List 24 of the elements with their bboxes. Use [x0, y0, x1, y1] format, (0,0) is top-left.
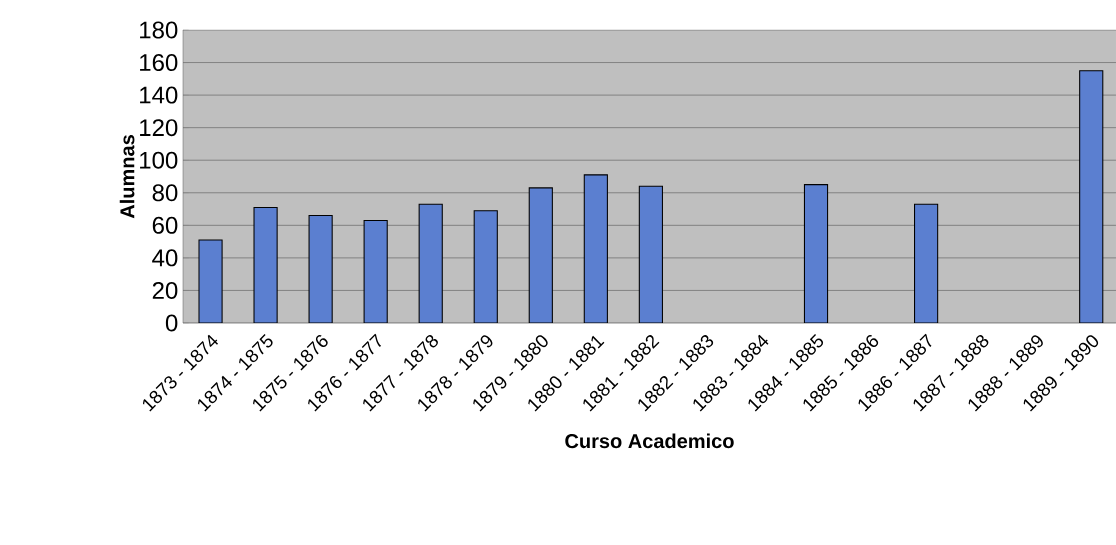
y-axis-title: Alumnas: [119, 135, 135, 219]
bar: [914, 203, 939, 323]
y-tick-label: 140: [140, 86, 178, 104]
bar: [1079, 70, 1104, 323]
bar: [583, 174, 608, 323]
y-tick-label: 160: [140, 54, 178, 72]
y-tick-label: 40: [152, 249, 178, 267]
bar: [363, 219, 388, 323]
bar: [253, 206, 278, 323]
bar: [803, 184, 829, 323]
bar: [418, 203, 443, 323]
y-tick-label: 20: [152, 281, 178, 299]
y-tick-label: 100: [140, 151, 178, 169]
y-tick-label: 60: [152, 216, 178, 234]
y-tick-label: 180: [140, 21, 178, 39]
y-tick-label: 80: [152, 184, 178, 202]
y-tick-label: 120: [140, 119, 178, 137]
bar: [473, 210, 498, 323]
x-axis-title: Curso Academico: [565, 433, 734, 449]
bar: [528, 187, 553, 323]
bar: [198, 239, 223, 323]
bar: [638, 185, 663, 323]
bar: [308, 215, 333, 323]
y-tick-label: 0: [165, 314, 178, 332]
